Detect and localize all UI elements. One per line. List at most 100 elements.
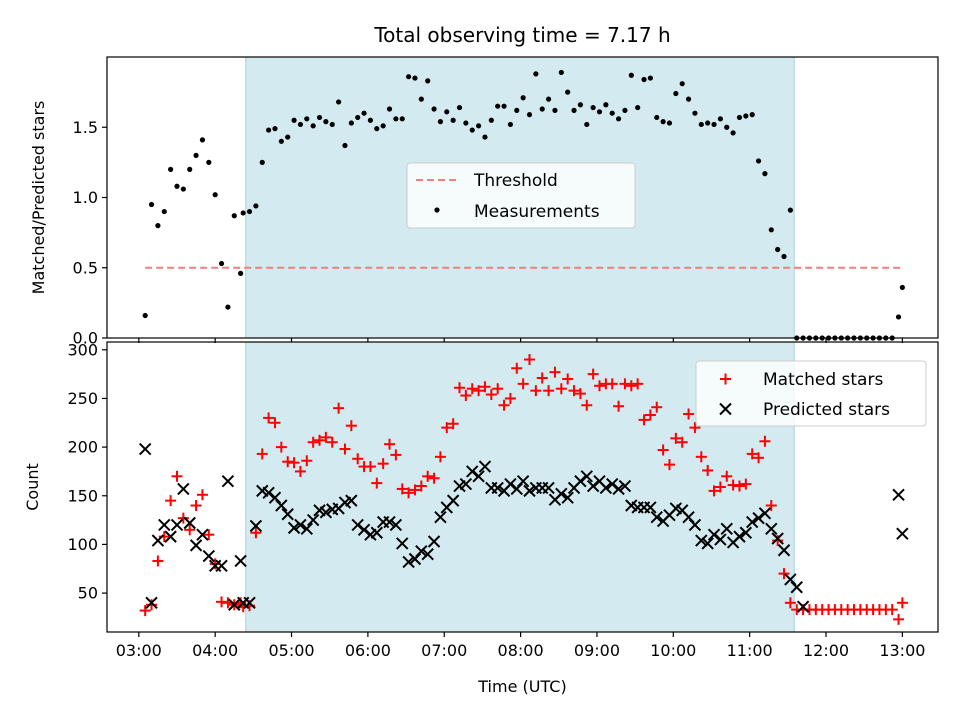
predicted-star-point [650,510,663,524]
predicted-star-marker-b [243,596,256,610]
predicted-star-marker-b [408,552,422,566]
predicted-star-marker-b [234,554,247,568]
matched-star-point [190,499,202,511]
measurement-point [437,119,444,125]
predicted-star-marker-b [758,507,772,520]
matched-star-point [593,380,605,392]
matched-star-point [689,422,701,434]
matched-star-point [568,385,580,397]
measurement-point [225,304,231,310]
bottom-x-tick-label: 09:00 [574,641,620,660]
measurement-point [272,126,278,132]
measurement-point [444,109,450,115]
legend-measurements-swatch [434,207,440,213]
matched-star-point [345,420,357,432]
predicted-star-marker-b [625,499,638,512]
predicted-star-point [745,515,759,529]
top-panel-y-label: Matched/Predicted stars [29,101,48,295]
measurement-point [206,159,212,165]
measurement-point [212,192,218,198]
measurement-point [246,208,253,215]
legend-measurements-label: Measurements [474,202,600,222]
matched-star-point [165,495,177,507]
predicted-star-point [695,534,708,547]
predicted-star-marker-b [765,522,778,536]
matched-star-point [574,388,586,400]
predicted-star-point [478,460,492,473]
predicted-star-point [281,508,294,521]
measurement-point [342,142,348,149]
predicted-star-point [138,442,152,456]
matched-star-point [714,481,726,493]
predicted-star-marker-b [427,535,441,548]
bottom-y-tick-label: 100 [67,535,98,554]
matched-star-point [326,436,338,448]
bottom-legend-box [695,360,927,427]
bottom-x-tick-label: 12:00 [803,641,849,660]
measurement-point [692,110,698,116]
legend-threshold-label: Threshold [473,171,558,191]
predicted-star-point [510,482,523,496]
predicted-star-point [262,486,275,500]
top-y-tick-label: 1.0 [73,188,98,207]
matched-star-point [409,484,421,496]
predicted-star-point [561,491,574,504]
measurement-point [495,103,501,109]
measurement-point [193,152,199,158]
predicted-star-marker-b [262,486,275,500]
measurement-point [698,121,704,128]
bottom-x-tick-label: 08:00 [498,641,544,660]
matched-star-point [434,451,446,463]
predicted-star-marker-b [151,534,165,547]
matched-star-point [263,412,275,424]
legend-predicted-marker-b [719,402,732,416]
matched-star-point [893,613,905,625]
predicted-star-point [202,549,216,563]
predicted-star-point [434,510,447,524]
predicted-star-marker-b [158,518,171,532]
matched-star-point [275,441,287,453]
predicted-star-marker-b [644,501,657,514]
measurement-point [571,107,577,113]
predicted-star-marker-b [138,442,152,456]
top-panel-y-ticks: 0.0 0.5 1.0 1.5 [73,118,107,348]
bottom-y-tick-label: 50 [78,584,98,603]
matched-star-point [352,453,364,465]
measurement-point [310,123,316,129]
predicted-star-marker-b [892,488,905,501]
matched-star-point [896,597,908,609]
predicted-star-point [196,528,209,541]
measurement-point [253,203,259,209]
predicted-star-point [183,516,196,530]
predicted-star-point [446,494,460,507]
predicted-star-marker-b [612,482,625,496]
predicted-star-marker-b [784,573,797,586]
matched-star-point [294,465,306,477]
matched-star-point [676,436,688,448]
measurement-point [148,201,155,208]
measurement-point [711,121,717,128]
matched-star-point [498,399,510,411]
matched-star-point [587,368,599,380]
predicted-star-point [351,518,364,532]
matched-star-point [625,380,637,392]
matched-star-point [606,378,618,390]
predicted-star-marker-b [896,527,909,540]
matched-star-point [390,449,402,461]
matched-star-point [403,487,415,499]
measurement-point [520,95,526,101]
matched-star-point [428,472,440,484]
predicted-star-marker-b [593,474,606,488]
predicted-star-marker-b [676,504,689,517]
predicted-star-marker-b [739,526,753,539]
predicted-star-marker-b [714,533,727,546]
top-panel-frame [106,56,939,339]
matched-star-point [651,401,663,413]
predicted-star-point [618,479,632,493]
bottom-x-tick-label: 04:00 [192,641,238,660]
matched-star-point [307,436,319,448]
measurement-point [660,119,666,125]
predicted-star-point [383,515,396,529]
predicted-star-marker-b [650,510,663,524]
